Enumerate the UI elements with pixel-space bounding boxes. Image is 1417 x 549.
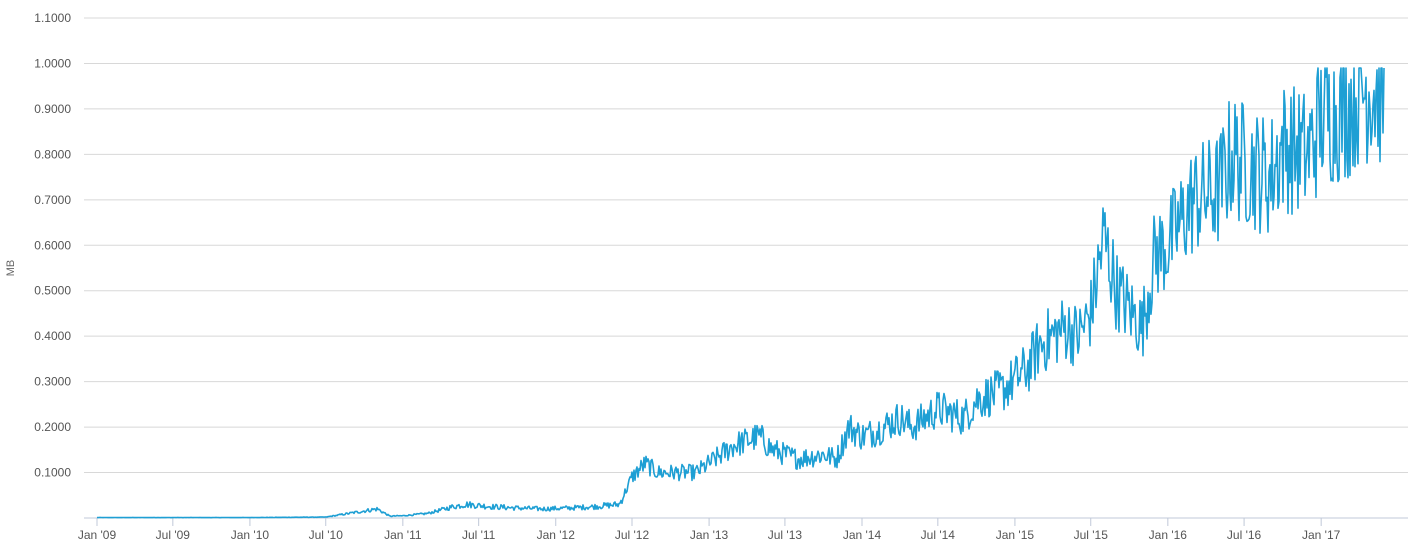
y-tick-label: 0.1000: [34, 466, 71, 480]
series-line-block-size: [96, 67, 1385, 519]
x-tick-label: Jul '14: [921, 528, 956, 542]
x-tick-label: Jan '15: [996, 528, 1035, 542]
x-axis-ticks: Jan '09 Jul '09 Jan '10 Jul '10 Jan '11 Jul '…: [78, 518, 1341, 542]
x-tick-label: Jan '10: [231, 528, 270, 542]
y-tick-label: 0.8000: [34, 147, 71, 161]
y-tick-label: 0.7000: [34, 193, 71, 207]
y-tick-label: 0.6000: [34, 238, 71, 252]
y-axis-label: MB: [5, 260, 17, 277]
x-tick-label: Jan '16: [1149, 528, 1188, 542]
y-axis-ticks: 0.1000 0.2000 0.3000 0.4000 0.5000 0.6000 0.70…: [34, 11, 71, 480]
y-tick-label: 1.0000: [34, 56, 71, 70]
x-tick-label: Jul '13: [768, 528, 803, 542]
x-tick-label: Jan '12: [537, 528, 576, 542]
y-tick-label: 1.1000: [34, 11, 71, 25]
x-tick-label: Jan '11: [384, 528, 422, 542]
x-tick-label: Jul '09: [156, 528, 191, 542]
x-tick-label: Jul '16: [1227, 528, 1262, 542]
y-tick-label: 0.3000: [34, 375, 71, 389]
x-tick-label: Jul '15: [1074, 528, 1109, 542]
x-tick-label: Jan '17: [1302, 528, 1341, 542]
y-tick-label: 0.2000: [34, 420, 71, 434]
x-tick-label: Jan '09: [78, 528, 117, 542]
y-tick-label: 0.4000: [34, 329, 71, 343]
x-tick-label: Jul '12: [615, 528, 650, 542]
x-tick-label: Jan '14: [843, 528, 882, 542]
x-tick-label: Jul '11: [462, 528, 496, 542]
y-tick-label: 0.5000: [34, 284, 71, 298]
x-tick-label: Jul '10: [309, 528, 344, 542]
x-tick-label: Jan '13: [690, 528, 729, 542]
y-tick-label: 0.9000: [34, 102, 71, 116]
gridlines: [84, 17, 1408, 474]
